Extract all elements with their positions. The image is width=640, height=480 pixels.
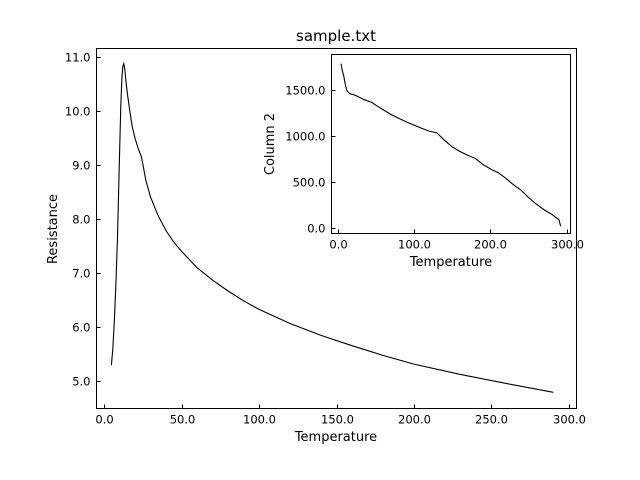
inset-plot-area (340, 63, 562, 227)
main-x-axis-label: Temperature (294, 430, 377, 445)
x-tick-label: 0.0 (95, 413, 113, 427)
main-axes: 0.0 50.0 100.0 150.0 200.0 250.0 300.0 5.0 6.0 7… (46, 27, 586, 445)
x-tick-label: 150.0 (321, 413, 354, 427)
y-tick-label: 10.0 (65, 105, 91, 119)
x-tick-label: 100.0 (398, 238, 431, 252)
main-plot-area (110, 61, 554, 393)
inset-axes-frame (331, 54, 571, 234)
x-tick-label: 0.0 (329, 238, 347, 252)
main-x-ticks: 0.0 50.0 100.0 150.0 200.0 250.0 300.0 (95, 404, 586, 427)
y-tick-label: 1000.0 (285, 130, 325, 144)
x-tick-label: 300.0 (551, 238, 584, 252)
y-tick-label: 500.0 (293, 176, 326, 190)
x-tick-label: 200.0 (474, 238, 507, 252)
y-tick-label: 9.0 (72, 159, 90, 173)
inset-x-ticks: 0.0 100.0 200.0 300.0 (329, 229, 584, 252)
inset-y-axis-label: Column 2 (263, 113, 278, 175)
inset-axes: 0.0 100.0 200.0 300.0 0.0500.01000.01500.0 … (263, 54, 584, 270)
x-tick-label: 100.0 (243, 413, 276, 427)
y-tick-label: 11.0 (65, 51, 91, 65)
main-y-ticks: 5.0 6.0 7.0 8.0 9.0 10.0 11.0 (65, 51, 101, 389)
inset-x-axis-label: Temperature (409, 255, 492, 270)
chart-title: sample.txt (296, 27, 376, 45)
x-tick-label: 250.0 (475, 413, 508, 427)
x-tick-label: 200.0 (398, 413, 431, 427)
y-tick-label: 5.0 (72, 375, 90, 389)
series-line-0 (110, 61, 554, 393)
inset-y-ticks: 0.0 500.0 1000.0 1500.0 (285, 84, 336, 236)
y-tick-label: 0.0 (307, 222, 325, 236)
x-tick-label: 50.0 (170, 413, 196, 427)
main-axes-frame (96, 48, 577, 409)
main-y-axis-label: Resistance (46, 194, 61, 264)
y-tick-label: 7.0 (72, 267, 90, 281)
x-tick-label: 300.0 (553, 413, 586, 427)
inset-background (331, 54, 570, 233)
y-tick-label: 6.0 (72, 321, 90, 335)
series-line-0 (340, 63, 562, 227)
y-tick-label: 8.0 (72, 213, 90, 227)
y-tick-label: 1500.0 (285, 84, 325, 98)
